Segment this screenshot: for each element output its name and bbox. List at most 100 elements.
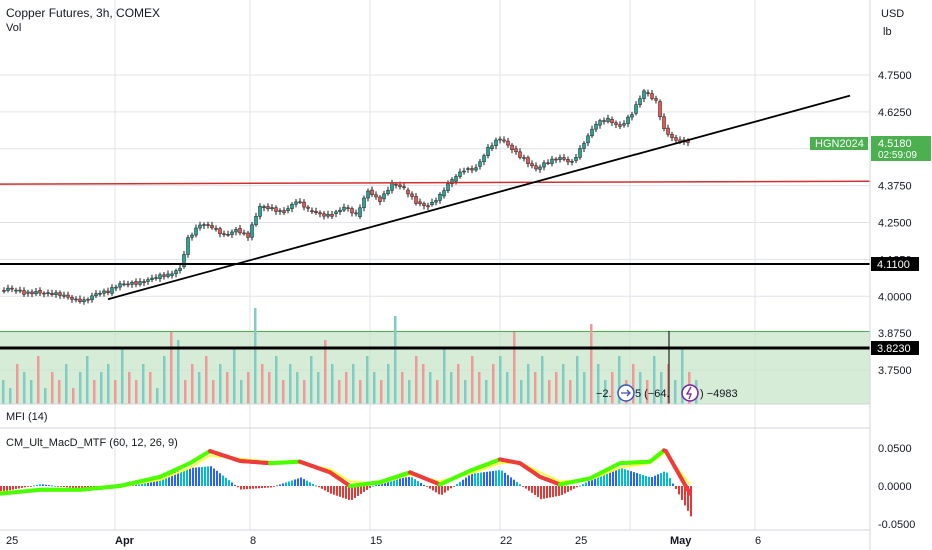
- last-price-tag[interactable]: [871, 136, 931, 161]
- macd-hist-bar: [84, 486, 86, 489]
- candle-body: [58, 292, 62, 296]
- macd-hist-bar: [48, 485, 50, 486]
- candle-body: [310, 210, 314, 212]
- macd-hist-bar: [279, 484, 281, 486]
- candle-body: [606, 118, 610, 122]
- volume-bar: [205, 356, 208, 404]
- macd-hist-bar: [462, 479, 464, 486]
- volume-bar: [282, 380, 285, 404]
- candle-body: [478, 161, 482, 167]
- macd-hist-bar: [489, 471, 491, 486]
- macd-hist-bar: [438, 486, 440, 495]
- candle-body: [70, 296, 74, 300]
- macd-hist-bar: [519, 484, 521, 486]
- volume-bar: [429, 372, 432, 404]
- candle-body: [382, 193, 386, 200]
- resistance-line[interactable]: [0, 180, 871, 185]
- macd-hist-bar: [69, 486, 71, 488]
- macd-hist-bar: [579, 485, 581, 487]
- symbol-tag[interactable]: [810, 137, 868, 150]
- macd-hist-bar: [480, 472, 482, 486]
- macd-hist-bar: [60, 486, 62, 487]
- macd-hist-bar: [300, 477, 302, 486]
- candle-body: [66, 294, 70, 298]
- candle-body: [174, 270, 178, 275]
- candle-body: [254, 216, 258, 226]
- volume-bar: [275, 356, 278, 404]
- candle-body: [346, 207, 350, 209]
- level-tag-3823[interactable]: [871, 341, 919, 355]
- macd-hist-bar: [612, 471, 614, 486]
- candle-body: [574, 157, 578, 161]
- candle-body: [602, 120, 606, 122]
- volume-bar: [149, 372, 152, 404]
- volume-bar: [121, 348, 124, 404]
- volume-label[interactable]: Vol: [6, 22, 21, 34]
- unit-label[interactable]: lb: [883, 26, 892, 38]
- price-tick-label: 3.7500: [878, 365, 912, 377]
- symbol-title[interactable]: Copper Futures, 3h, COMEX: [6, 6, 160, 20]
- candle-body: [466, 168, 470, 170]
- candle-body: [614, 122, 618, 125]
- macd-hist-bar: [294, 479, 296, 486]
- time-axis[interactable]: 25 Apr 8 15 22 25 May 6: [6, 535, 761, 547]
- mfi-label[interactable]: MFI (14): [6, 411, 48, 423]
- candle-body: [42, 292, 46, 295]
- macd-hist-bar: [495, 470, 497, 486]
- candle-body: [498, 138, 502, 141]
- macd-hist-bar: [516, 481, 518, 486]
- candle-body: [138, 281, 142, 285]
- candle-body: [458, 171, 462, 177]
- trend-line[interactable]: [107, 94, 851, 301]
- candle-body: [430, 201, 434, 206]
- candle-body: [230, 231, 234, 235]
- macd-hist-bar: [474, 473, 476, 486]
- macd-tick-label: -0.0500: [878, 519, 915, 531]
- candle-body: [494, 139, 498, 147]
- price-axis[interactable]: 4.75004.62504.50004.37504.25004.12504.00…: [878, 70, 912, 377]
- macd-hist-bar: [15, 486, 17, 490]
- volume-bar: [422, 364, 425, 404]
- candle-body: [266, 206, 270, 210]
- candle-body: [342, 206, 346, 211]
- candle-body: [278, 210, 282, 212]
- candle-body: [202, 224, 206, 226]
- candle-body: [162, 274, 166, 277]
- volume-bar: [352, 364, 355, 404]
- macd-axis[interactable]: 0.0500 0.0000 -0.0500: [878, 443, 915, 531]
- candle-body: [86, 298, 90, 301]
- candle-body: [434, 200, 438, 203]
- candle-body: [446, 183, 450, 191]
- level-tag-4110[interactable]: [871, 257, 919, 271]
- macd-hist-bar: [351, 486, 353, 500]
- candle-body: [550, 158, 554, 164]
- volume-bar: [114, 380, 117, 404]
- macd-hist-bar: [657, 474, 659, 486]
- candle-body: [506, 140, 510, 146]
- candle-body: [522, 157, 526, 159]
- macd-hist-bar: [681, 486, 683, 500]
- macd-hist-bar: [540, 486, 542, 500]
- macd-hist-bar: [483, 472, 485, 486]
- currency-label[interactable]: USD: [881, 8, 904, 20]
- candle-body: [670, 134, 674, 138]
- candle-body: [482, 155, 486, 163]
- time-tick-label: 25: [575, 535, 587, 547]
- macd-hist-bar: [543, 486, 545, 499]
- candle-body: [502, 139, 506, 142]
- candle-body: [186, 237, 190, 255]
- lightning-icon[interactable]: [681, 384, 699, 402]
- macd-hist-bar: [417, 481, 419, 486]
- candle-body: [74, 298, 78, 301]
- macd-hist-bar: [675, 486, 677, 490]
- macd-hist-bar: [411, 477, 413, 486]
- macd-hist-bar: [528, 486, 530, 491]
- time-tick-label: 8: [250, 535, 256, 547]
- macd-label[interactable]: CM_Ult_MacD_MTF (60, 12, 26, 9): [6, 437, 178, 449]
- candle-body: [182, 254, 186, 267]
- volume-bar: [415, 356, 418, 404]
- time-tick-label: 22: [500, 535, 512, 547]
- time-tick-label: 25: [6, 535, 18, 547]
- macd-hist-bar: [459, 481, 461, 486]
